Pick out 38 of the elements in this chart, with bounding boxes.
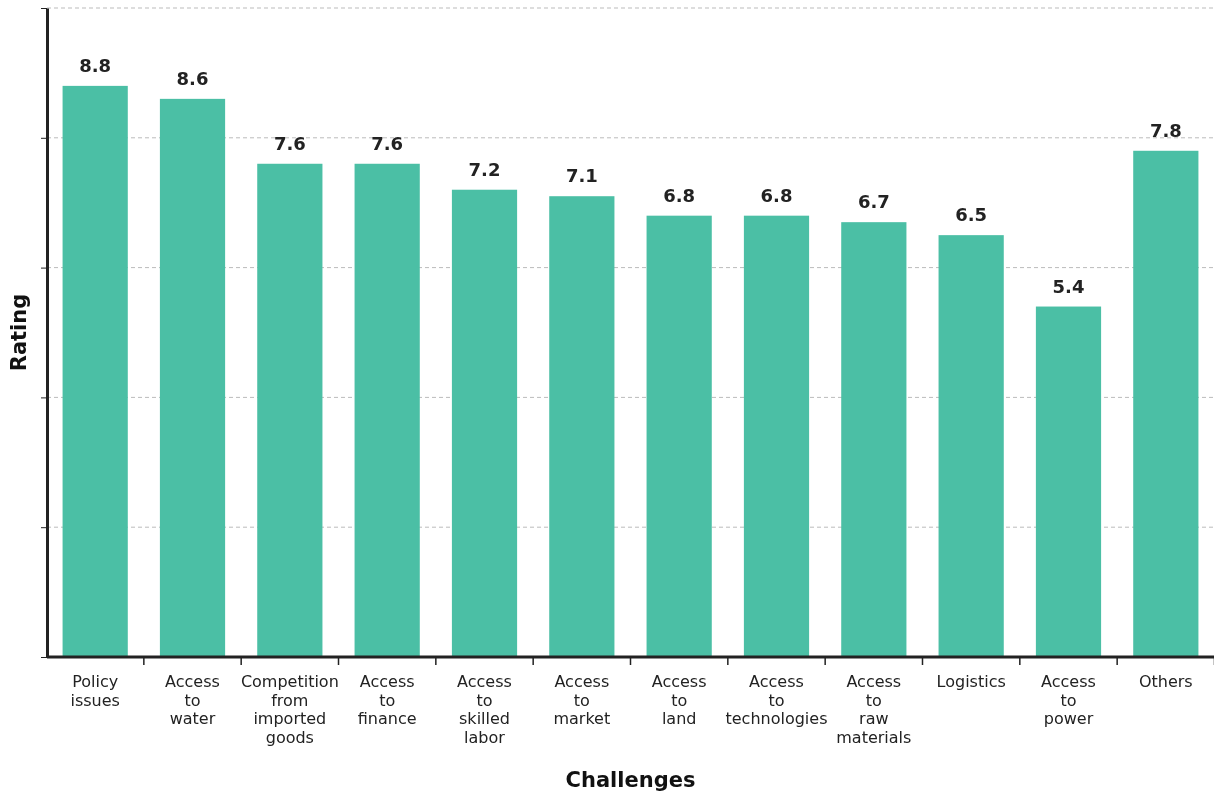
data-label: 6.8 (760, 184, 793, 206)
bar (841, 222, 907, 657)
data-label: 5.4 (1052, 275, 1085, 297)
bar (646, 215, 712, 657)
bar (159, 98, 226, 657)
x-tick-label: Access to land (651, 672, 707, 728)
bar (1133, 150, 1199, 657)
x-tick-label: Access to technologies (725, 672, 828, 728)
x-tick-label: Access to raw materials (836, 672, 912, 747)
data-label: 8.6 (176, 67, 209, 89)
data-label: 7.6 (371, 132, 404, 154)
x-tick-label: Policy issues (70, 672, 120, 710)
x-axis-title: Challenges (565, 768, 696, 792)
data-label: 7.2 (468, 158, 501, 180)
data-label: 7.1 (565, 165, 598, 187)
bar (743, 215, 810, 657)
x-tick-label: Access to skilled labor (457, 672, 512, 747)
x-tick-label: Access to finance (357, 672, 417, 728)
x-tick-label: Access to market (553, 672, 611, 728)
bar (549, 196, 615, 657)
bar (1035, 306, 1102, 657)
bar (938, 235, 1004, 657)
x-tick-label: Competition from imported goods (240, 672, 339, 747)
bar (62, 85, 128, 657)
x-tick-label: Others (1138, 672, 1193, 691)
data-label: 6.8 (663, 184, 696, 206)
bar (257, 163, 323, 657)
bar (451, 189, 518, 657)
data-label: 6.5 (955, 204, 988, 226)
x-tick-label: Logistics (936, 672, 1006, 691)
y-axis-title: Rating (7, 293, 31, 372)
bar (354, 163, 420, 657)
data-label: 6.7 (857, 191, 890, 213)
data-label: 7.6 (273, 132, 306, 154)
data-label: 7.8 (1149, 119, 1182, 141)
x-tick-label: Access to water (165, 672, 220, 728)
data-label: 8.8 (79, 54, 112, 76)
x-tick-label: Access to power (1041, 672, 1096, 728)
